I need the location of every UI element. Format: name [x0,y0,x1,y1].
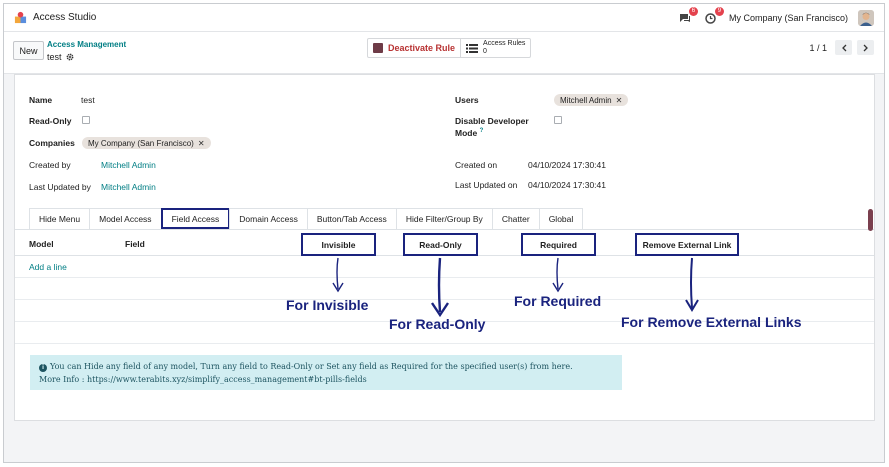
readonly-checkbox[interactable] [82,116,90,124]
arrow-down-icon [552,257,564,293]
chevron-right-icon [863,44,868,51]
arrow-down-icon [431,257,449,318]
annotation-for-required: For Required [514,293,602,309]
pager: 1 / 1 [809,40,874,55]
tab-domain-access[interactable]: Domain Access [229,208,308,229]
column-read-only[interactable]: Read-Only [403,233,478,256]
name-field[interactable]: test [81,95,95,105]
record-title: test [47,52,62,62]
deactivate-rule-label: Deactivate Rule [388,43,456,53]
access-rules-stat: Access Rules 0 [483,40,525,56]
messages-badge: 6 [688,7,698,16]
created-by-label: Created by [29,160,71,170]
add-line-link[interactable]: Add a line [29,262,67,272]
info-alert: i You can Hide any field of any model, Tu… [30,355,622,390]
last-updated-on-value: 04/10/2024 17:30:41 [528,180,606,190]
app-name[interactable]: Access Studio [33,12,97,23]
alert-text: You can Hide any field of any model, Tur… [50,362,573,371]
column-field[interactable]: Field [125,239,145,249]
disable-dev-label-text: Mode [455,128,478,138]
alert-more-info[interactable]: More Info : https://www.terabits.xyz/sim… [39,375,367,384]
column-remove-external-link[interactable]: Remove External Link [635,233,739,256]
access-rules-button[interactable]: Access Rules 0 [460,39,530,57]
new-button[interactable]: New [13,41,44,60]
arrow-down-icon [332,257,344,293]
breadcrumb-current: test [47,52,74,62]
arrow-down-icon [685,257,699,312]
tab-hide-filter-group-by[interactable]: Hide Filter/Group By [395,208,493,229]
last-updated-by-label: Last Updated by [29,182,91,192]
table-row-divider [15,277,874,278]
companies-label: Companies [29,138,75,148]
tab-model-access[interactable]: Model Access [89,208,162,229]
pager-previous-button[interactable] [835,40,852,55]
notebook-tabs: Hide Menu Model Access Field Access Doma… [29,208,584,229]
column-required[interactable]: Required [521,233,596,256]
tab-global[interactable]: Global [538,208,584,229]
breadcrumb-parent[interactable]: Access Management [47,40,127,49]
pager-next-button[interactable] [857,40,874,55]
form-sheet: Name test Read-Only Companies My Company… [14,74,875,421]
company-tag: My Company (San Francisco) ✕ [82,137,211,149]
tab-hide-menu[interactable]: Hide Menu [29,208,91,229]
table-header: Model Field Invisible Read-Only Required… [15,232,874,256]
pager-value[interactable]: 1 / 1 [809,42,827,53]
puzzle-icon[interactable] [14,11,27,24]
smart-buttons: Deactivate Rule Access Rules 0 [367,38,532,58]
tabs-divider [15,229,874,230]
stop-icon [373,43,383,53]
readonly-label: Read-Only [29,116,72,126]
top-navbar: Access Studio 6 9 My Company (San Franci… [4,4,884,32]
gear-icon[interactable] [66,53,74,61]
help-icon[interactable]: ? [479,128,484,135]
user-tag-label: Mitchell Admin [560,95,612,105]
tab-chatter[interactable]: Chatter [491,208,540,229]
access-rules-count: 0 [483,48,487,55]
alert-line-1: i You can Hide any field of any model, Tu… [39,360,613,373]
annotation-for-remove-external-links: For Remove External Links [621,314,802,330]
created-on-value: 04/10/2024 17:30:41 [528,160,606,170]
column-invisible[interactable]: Invisible [301,233,376,256]
company-tag-label: My Company (San Francisco) [88,138,194,148]
annotation-for-invisible: For Invisible [286,297,369,313]
name-label: Name [29,95,53,105]
table-row-divider [15,321,874,322]
tab-button-tab-access[interactable]: Button/Tab Access [306,208,397,229]
user-avatar[interactable] [858,10,874,26]
user-tag: Mitchell Admin ✕ [554,94,629,106]
last-updated-on-label: Last Updated on [455,180,518,190]
company-switcher[interactable]: My Company (San Francisco) [728,13,848,23]
tab-field-access[interactable]: Field Access [160,208,231,229]
table-row-divider [15,299,874,300]
access-rules-label: Access Rules [483,40,526,47]
deactivate-rule-button[interactable]: Deactivate Rule [368,39,460,57]
navbar-systray: 6 9 My Company (San Francisco) [677,7,874,27]
created-by-link[interactable]: Mitchell Admin [101,160,156,170]
table-row-divider [15,343,874,344]
control-panel: New Access Management test Deactivate Ru… [4,32,884,74]
clock-icon [705,12,717,24]
list-icon [466,44,479,53]
info-icon: i [39,364,47,372]
column-model[interactable]: Model [29,239,54,249]
close-icon[interactable]: ✕ [197,138,205,148]
disable-dev-checkbox[interactable] [554,116,562,124]
disable-dev-label-line2: Mode ? [455,128,483,138]
created-on-label: Created on [455,160,498,170]
activities-button[interactable]: 9 [703,7,724,26]
disable-dev-label-line1: Disable Developer [455,116,529,126]
chat-icon [679,13,690,22]
annotation-for-read-only: For Read-Only [389,316,486,332]
close-icon[interactable]: ✕ [615,95,623,105]
last-updated-by-link[interactable]: Mitchell Admin [101,182,156,192]
app-window: Access Studio 6 9 My Company (San Franci… [3,3,885,463]
messages-button[interactable]: 6 [677,7,698,26]
scrollbar-thumb[interactable] [868,209,873,231]
users-label: Users [455,95,479,105]
activities-badge: 9 [714,7,724,16]
user-avatar-icon [858,10,874,26]
chevron-left-icon [841,44,846,51]
